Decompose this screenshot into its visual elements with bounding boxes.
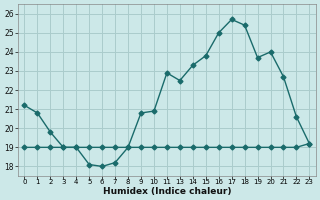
X-axis label: Humidex (Indice chaleur): Humidex (Indice chaleur) — [103, 187, 231, 196]
